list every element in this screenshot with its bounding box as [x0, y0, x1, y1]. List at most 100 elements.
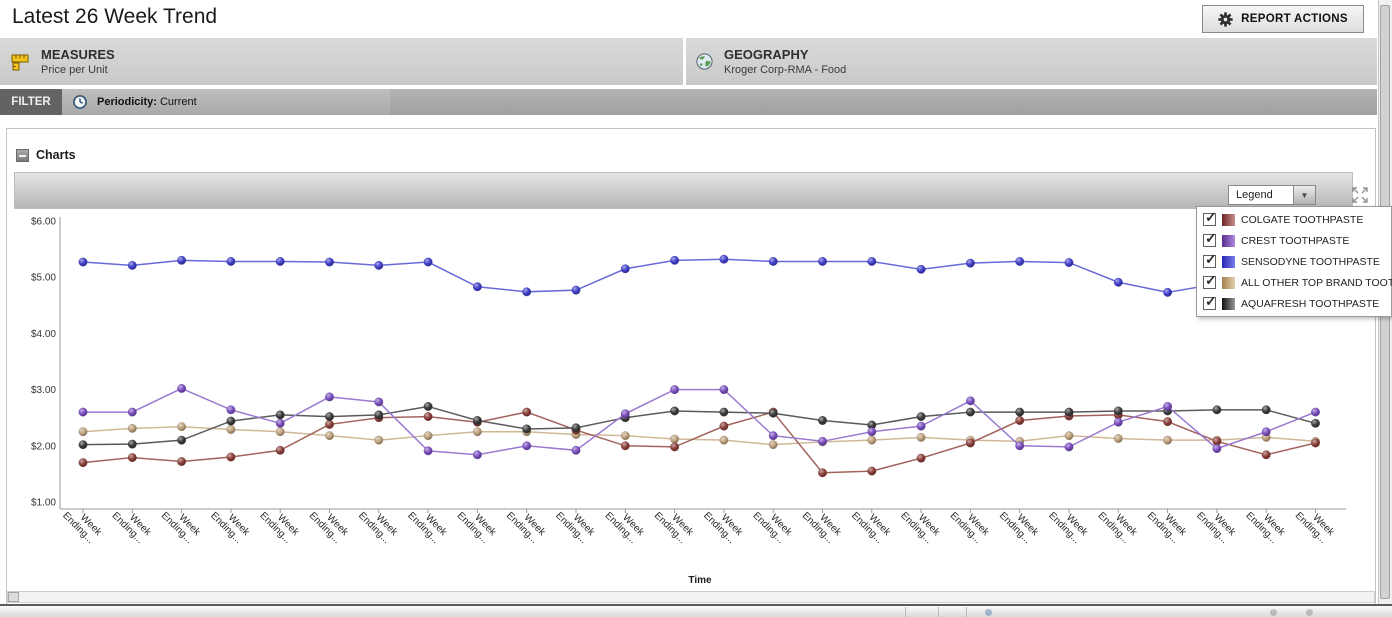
legend-label: SENSODYNE TOOTHPASTE	[1241, 255, 1380, 268]
data-point	[127, 423, 137, 433]
page-title: Latest 26 Week Trend	[12, 5, 218, 28]
data-point	[818, 436, 827, 446]
data-point	[966, 258, 975, 268]
y-tick-label: $5.00	[31, 273, 56, 284]
data-point	[78, 427, 88, 437]
data-point	[916, 412, 926, 421]
geography-label: GEOGRAPHY	[724, 47, 809, 62]
report-actions-button[interactable]: REPORT ACTIONS	[1202, 5, 1364, 33]
data-point	[1064, 258, 1074, 267]
data-point	[1113, 277, 1123, 287]
status-separator	[938, 607, 939, 617]
legend-item[interactable]: ✓ CREST TOOTHPASTE	[1197, 230, 1391, 251]
data-point	[571, 445, 581, 455]
legend-item[interactable]: ✓ ALL OTHER TOP BRAND TOOT...	[1197, 272, 1392, 293]
legend-item[interactable]: ✓ SENSODYNE TOOTHPASTE	[1197, 251, 1391, 272]
data-point	[867, 257, 877, 266]
data-point	[423, 257, 433, 267]
data-point	[1113, 434, 1123, 443]
data-point	[1113, 406, 1123, 416]
data-point	[275, 410, 285, 420]
globe-icon	[696, 53, 713, 70]
checkmark-icon: ✓	[1205, 251, 1217, 267]
series-line	[82, 258, 1316, 294]
data-point	[1261, 450, 1271, 460]
checkmark-icon: ✓	[1205, 209, 1217, 225]
series-line	[82, 405, 1316, 446]
data-point	[177, 457, 187, 466]
checkmark-icon: ✓	[1205, 230, 1217, 246]
data-point	[1163, 417, 1173, 427]
legend-checkbox[interactable]: ✓	[1203, 209, 1217, 226]
data-point	[916, 264, 926, 274]
legend-swatch	[1222, 276, 1235, 289]
x-axis-title: Time	[688, 575, 712, 586]
checkmark-icon: ✓	[1205, 272, 1217, 288]
data-point	[1113, 417, 1123, 427]
legend-overlay: ✓ COLGATE TOOTHPASTE ✓ CREST TOOTHPASTE …	[1196, 206, 1392, 317]
legend-label: AQUAFRESH TOOTHPASTE	[1241, 297, 1380, 310]
horizontal-scrollbar[interactable]	[7, 591, 1375, 603]
legend-swatch	[1222, 234, 1235, 247]
data-point	[127, 453, 137, 463]
data-point	[1015, 257, 1025, 266]
legend-dropdown-value[interactable]: Legend	[1228, 185, 1294, 205]
measures-label: MEASURES	[41, 47, 115, 62]
y-tick-label: $4.00	[31, 329, 56, 340]
data-point	[472, 282, 482, 292]
legend-checkbox[interactable]: ✓	[1203, 272, 1217, 289]
legend-label: CREST TOOTHPASTE	[1241, 234, 1350, 247]
data-point	[226, 452, 236, 462]
periodicity-filter[interactable]: Periodicity: Current	[62, 89, 390, 115]
data-point	[78, 257, 88, 267]
data-point	[177, 384, 187, 393]
data-point	[374, 435, 384, 445]
data-point	[768, 408, 778, 418]
data-point	[374, 397, 384, 407]
data-point	[719, 435, 729, 445]
legend-checkbox[interactable]: ✓	[1203, 230, 1217, 247]
data-point	[1064, 407, 1074, 417]
charts-section-header: Charts	[16, 148, 76, 162]
chevron-down-icon[interactable]: ▼	[1294, 185, 1316, 205]
legend-checkbox[interactable]: ✓	[1203, 251, 1217, 268]
collapse-minus-icon[interactable]	[16, 148, 29, 162]
data-point	[719, 385, 729, 395]
data-point	[1311, 438, 1320, 448]
data-point	[1311, 407, 1320, 417]
data-point	[423, 431, 433, 441]
data-point	[916, 453, 926, 463]
data-point	[325, 257, 334, 267]
data-point	[916, 421, 926, 431]
measures-bar[interactable]: MEASURES Price per Unit	[0, 38, 683, 85]
clock-icon	[73, 95, 87, 109]
data-point	[1064, 431, 1074, 441]
data-point	[620, 409, 630, 419]
data-point	[966, 407, 975, 417]
legend-swatch	[1222, 255, 1235, 268]
periodicity-label: Periodicity:	[97, 96, 157, 108]
data-point	[226, 257, 236, 266]
data-point	[768, 431, 778, 441]
legend-swatch	[1222, 297, 1235, 310]
chart-svg: $6.00$5.00$4.00$3.00$2.00$1.00WeekEnding…	[31, 217, 1346, 586]
geography-bar[interactable]: GEOGRAPHY Kroger Corp-RMA - Food	[686, 38, 1377, 85]
geography-value: Kroger Corp-RMA - Food	[724, 64, 847, 76]
data-point	[818, 468, 827, 478]
periodicity-value: Current	[159, 96, 197, 108]
legend-item[interactable]: ✓ AQUAFRESH TOOTHPASTE	[1197, 293, 1391, 314]
legend-item[interactable]: ✓ COLGATE TOOTHPASTE	[1197, 209, 1391, 230]
legend-dropdown[interactable]: Legend ▼	[1228, 185, 1316, 205]
y-tick-label: $2.00	[31, 441, 56, 452]
horizontal-scrollbar-thumb[interactable]	[8, 592, 19, 602]
chart-area: $6.00 $5.00 $4.00 $3.00 $2.00 $1.00 WeekEnding…	[14, 209, 1353, 586]
data-point	[1163, 402, 1173, 411]
expand-arrows-icon[interactable]	[1351, 186, 1369, 204]
checkmark-icon: ✓	[1205, 293, 1217, 309]
data-point	[423, 402, 433, 411]
legend-checkbox[interactable]: ✓	[1203, 293, 1217, 310]
data-point	[1015, 441, 1025, 451]
filter-tab[interactable]: FILTER	[0, 89, 62, 115]
y-tick-label: $6.00	[31, 217, 56, 228]
measures-value: Price per Unit	[41, 64, 108, 76]
